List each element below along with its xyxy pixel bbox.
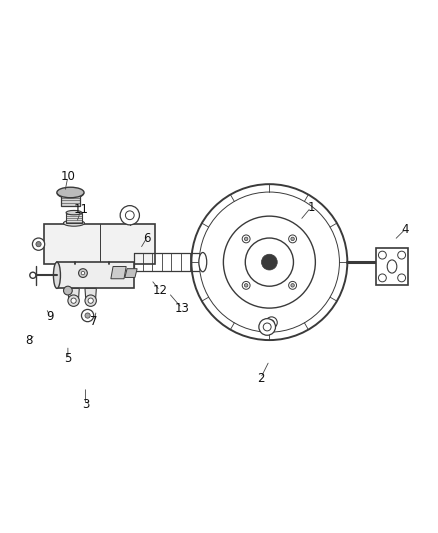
Text: 2: 2: [257, 372, 265, 385]
Circle shape: [32, 238, 45, 251]
Text: 12: 12: [152, 284, 167, 297]
Ellipse shape: [57, 187, 84, 198]
Circle shape: [289, 235, 297, 243]
Circle shape: [266, 317, 277, 328]
Text: 7: 7: [90, 315, 98, 328]
Circle shape: [244, 237, 248, 240]
Circle shape: [291, 237, 294, 240]
Circle shape: [242, 235, 250, 243]
Circle shape: [81, 310, 94, 322]
Text: 5: 5: [64, 352, 71, 365]
Circle shape: [263, 323, 271, 331]
Text: 8: 8: [25, 335, 32, 348]
Ellipse shape: [66, 211, 82, 215]
Circle shape: [120, 206, 139, 225]
Circle shape: [191, 184, 347, 340]
Circle shape: [291, 284, 294, 287]
Circle shape: [398, 274, 406, 282]
Polygon shape: [111, 266, 126, 279]
Circle shape: [244, 284, 248, 287]
Text: 9: 9: [46, 310, 54, 324]
Circle shape: [378, 274, 386, 282]
Circle shape: [85, 295, 96, 306]
Polygon shape: [44, 224, 155, 264]
Polygon shape: [57, 262, 134, 288]
Circle shape: [71, 298, 76, 303]
Circle shape: [81, 271, 85, 275]
Circle shape: [88, 298, 93, 303]
Circle shape: [245, 238, 293, 286]
Circle shape: [398, 251, 406, 259]
Circle shape: [85, 313, 90, 318]
Circle shape: [378, 251, 386, 259]
Circle shape: [125, 211, 134, 220]
Circle shape: [269, 320, 274, 325]
Circle shape: [289, 281, 297, 289]
Text: 1: 1: [307, 201, 315, 214]
Text: 13: 13: [174, 302, 189, 314]
Polygon shape: [61, 193, 80, 206]
Circle shape: [78, 269, 87, 278]
Text: 11: 11: [74, 203, 88, 216]
Ellipse shape: [64, 220, 85, 226]
Polygon shape: [125, 269, 137, 278]
Circle shape: [36, 241, 41, 247]
Circle shape: [223, 216, 315, 308]
Circle shape: [199, 192, 339, 332]
Polygon shape: [85, 288, 96, 301]
Circle shape: [68, 295, 79, 306]
Text: 10: 10: [60, 170, 75, 183]
Bar: [376, 248, 408, 285]
Circle shape: [259, 319, 276, 335]
Ellipse shape: [387, 260, 397, 273]
Circle shape: [64, 286, 72, 295]
Text: 6: 6: [143, 231, 151, 245]
Ellipse shape: [53, 262, 60, 288]
Ellipse shape: [57, 189, 84, 198]
Circle shape: [242, 281, 250, 289]
Polygon shape: [68, 288, 79, 301]
Text: 3: 3: [82, 398, 89, 411]
Polygon shape: [66, 213, 82, 223]
Ellipse shape: [199, 253, 207, 272]
Circle shape: [261, 254, 277, 270]
Circle shape: [30, 272, 36, 278]
Text: 4: 4: [401, 223, 409, 236]
